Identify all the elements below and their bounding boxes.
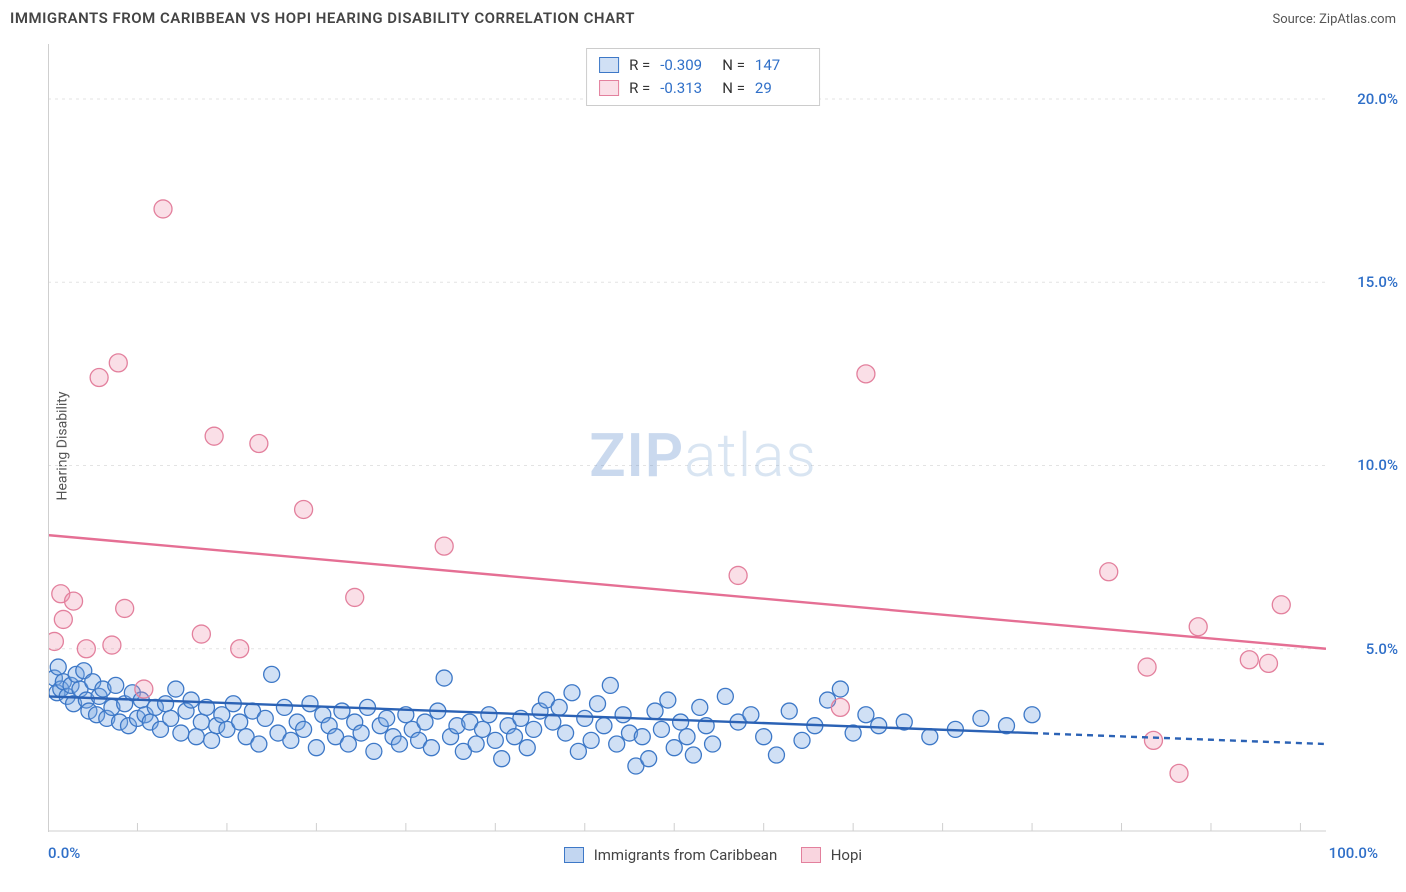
y-tick-label: 15.0% [1357,273,1398,291]
legend-label-blue: Immigrants from Caribbean [594,846,778,864]
stats-row-pink: R = -0.313 N = 29 [599,77,807,100]
scatter-plot [48,44,1326,832]
source-attribution: Source: ZipAtlas.com [1272,12,1396,27]
legend-label-pink: Hopi [831,846,862,864]
legend-swatch-blue [564,847,584,863]
stats-row-blue: R = -0.309 N = 147 [599,54,807,77]
y-tick-label: 20.0% [1357,90,1398,108]
legend-bottom: Immigrants from Caribbean Hopi [0,846,1406,864]
y-tick-label: 10.0% [1357,456,1398,474]
swatch-pink [599,80,619,96]
chart-header: IMMIGRANTS FROM CARIBBEAN VS HOPI HEARIN… [10,8,1396,38]
swatch-blue [599,57,619,73]
chart-area [48,44,1326,832]
stats-legend: R = -0.309 N = 147 R = -0.313 N = 29 [586,48,820,106]
y-tick-label: 5.0% [1366,640,1398,658]
legend-swatch-pink [801,847,821,863]
chart-title: IMMIGRANTS FROM CARIBBEAN VS HOPI HEARIN… [10,9,635,27]
